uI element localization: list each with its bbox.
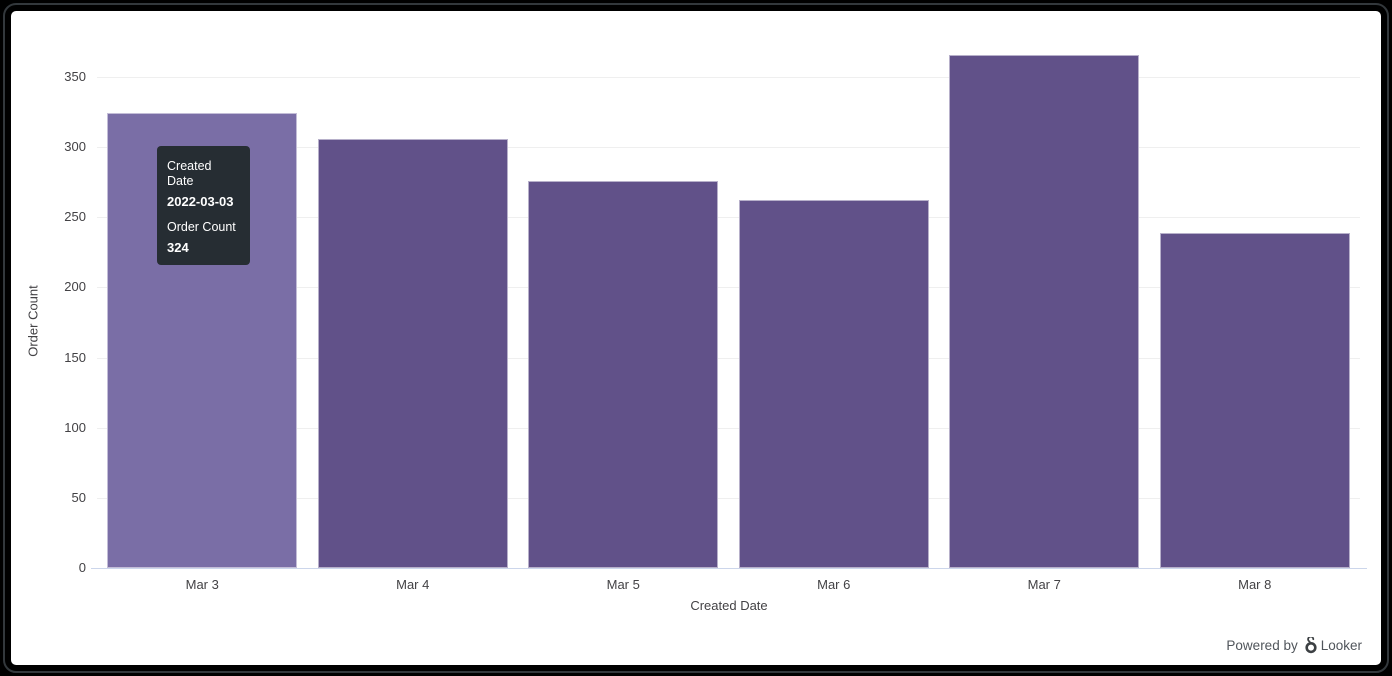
- y-gridline: [97, 357, 1360, 359]
- tooltip-spacer: [167, 209, 240, 220]
- tooltip-measure-label: Order Count: [167, 220, 236, 234]
- x-tick-label: Mar 8: [1238, 577, 1272, 592]
- powered-by-text: Powered by: [1226, 638, 1298, 653]
- y-tick-label: 250: [64, 209, 86, 225]
- bar-mar-5[interactable]: [528, 180, 719, 568]
- window-chrome-border: [3, 3, 1389, 673]
- tooltip-measure-value: 324: [167, 240, 189, 255]
- bar-mar-7[interactable]: [949, 54, 1140, 568]
- x-tick-label: Mar 4: [396, 577, 430, 592]
- y-tick-label: 100: [64, 419, 86, 435]
- y-tick-label: 50: [71, 489, 86, 505]
- y-tick-label: 0: [78, 560, 86, 575]
- looker-brand-text: Looker: [1320, 638, 1362, 653]
- bar-mar-6[interactable]: [738, 200, 929, 568]
- x-tick-label: Mar 6: [817, 577, 851, 592]
- y-gridline: [97, 217, 1360, 219]
- y-gridline: [97, 287, 1360, 289]
- y-gridline: [97, 497, 1360, 499]
- x-tick-label: Mar 7: [1027, 577, 1061, 592]
- x-axis-title: Created Date: [690, 598, 768, 613]
- bar-mar-4[interactable]: [317, 138, 508, 568]
- chart-tooltip: Created Date 2022-03-03 Order Count 324: [157, 146, 250, 265]
- y-tick-label: 300: [64, 139, 86, 155]
- y-gridline: [97, 147, 1360, 149]
- powered-by-looker[interactable]: Powered by Looker: [1226, 637, 1362, 654]
- tooltip-dimension-value: 2022-03-03: [167, 194, 234, 209]
- x-tick-label: Mar 3: [185, 577, 219, 592]
- y-gridline: [97, 77, 1360, 78]
- visualization-card: Order Count Created Date 0 50 100 150 200 250…: [11, 11, 1381, 665]
- y-tick-label: 350: [64, 69, 86, 84]
- y-gridline: [97, 427, 1360, 429]
- y-tick-label: 200: [64, 279, 86, 295]
- x-axis-line: [91, 568, 1367, 569]
- y-tick-label: 150: [64, 349, 86, 365]
- bar-mar-8[interactable]: [1159, 232, 1350, 568]
- looker-logo-icon: [1305, 637, 1317, 654]
- tooltip-dimension-label: Created Date: [167, 159, 212, 188]
- x-tick-label: Mar 5: [606, 577, 640, 592]
- y-axis-title-text: Order Count: [25, 285, 41, 357]
